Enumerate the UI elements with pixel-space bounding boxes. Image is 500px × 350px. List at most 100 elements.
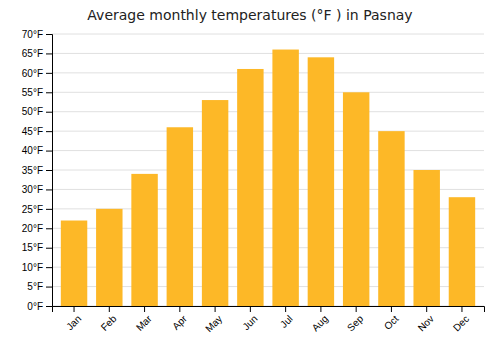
y-axis: 0°F 5°F 10°F 15°F 20°F 25°F 30°F 35°F 40°F 45°F 50… bbox=[22, 29, 53, 312]
tick-mark bbox=[109, 306, 110, 312]
tick: 60°F bbox=[22, 68, 52, 79]
tick-label: 35°F bbox=[22, 165, 43, 176]
tick-label: Aug bbox=[310, 313, 330, 333]
tick-label: 40°F bbox=[22, 145, 43, 156]
tick-label: Apr bbox=[170, 313, 189, 332]
bar bbox=[272, 50, 298, 306]
bar bbox=[96, 209, 122, 306]
tick-mark bbox=[320, 306, 321, 312]
tick: 35°F bbox=[22, 165, 52, 176]
tick-label: 10°F bbox=[22, 262, 43, 273]
tick: 45°F bbox=[22, 126, 52, 137]
tick: Jan bbox=[64, 306, 83, 332]
tick-label: Sep bbox=[345, 313, 366, 334]
tick: 50°F bbox=[22, 106, 52, 117]
tick: 65°F bbox=[22, 48, 52, 59]
tick: Apr bbox=[170, 306, 189, 332]
tick-mark bbox=[46, 112, 52, 113]
tick-mark bbox=[215, 306, 216, 312]
tick-label: Nov bbox=[416, 313, 436, 333]
tick-label: Mar bbox=[134, 313, 154, 333]
tick-mark bbox=[461, 306, 462, 312]
tick: Jun bbox=[240, 306, 259, 332]
tick: Dec bbox=[451, 306, 471, 333]
tick-mark bbox=[46, 287, 52, 288]
tick-mark bbox=[46, 151, 52, 152]
tick-mark bbox=[46, 267, 52, 268]
tick-label: 20°F bbox=[22, 223, 43, 234]
tick-label: 50°F bbox=[22, 106, 43, 117]
tick-label: Dec bbox=[451, 313, 471, 333]
grid-line bbox=[52, 53, 484, 54]
tick-label: Jan bbox=[64, 313, 83, 332]
tick-mark bbox=[74, 306, 75, 312]
x-axis: Jan Feb Mar Apr May Jun Jul Aug Sep Oct Nov Dec bbox=[53, 306, 485, 334]
tick: 25°F bbox=[22, 204, 52, 215]
axis-line bbox=[53, 307, 485, 313]
tick-label: 65°F bbox=[22, 48, 43, 59]
tick-label: Oct bbox=[382, 313, 401, 332]
tick-label: Feb bbox=[99, 313, 119, 333]
bar bbox=[449, 197, 475, 306]
chart: Average monthly temperatures (°F ) in Pa… bbox=[0, 0, 500, 350]
tick-label: 55°F bbox=[22, 87, 43, 98]
tick: 40°F bbox=[22, 145, 52, 156]
tick: May bbox=[203, 306, 224, 334]
tick-mark bbox=[46, 228, 52, 229]
tick: 15°F bbox=[22, 242, 52, 253]
tick-mark bbox=[356, 306, 357, 312]
tick: 55°F bbox=[22, 87, 52, 98]
bar bbox=[308, 57, 334, 306]
tick-mark bbox=[179, 306, 180, 312]
grid bbox=[52, 34, 484, 306]
tick-label: 25°F bbox=[22, 204, 43, 215]
tick: Aug bbox=[310, 306, 330, 333]
bar bbox=[237, 69, 263, 306]
plot: 0°F 5°F 10°F 15°F 20°F 25°F 30°F 35°F 40°F 45°F 50… bbox=[22, 29, 485, 335]
tick-mark bbox=[46, 306, 52, 307]
tick-mark bbox=[285, 306, 286, 312]
tick: Mar bbox=[134, 306, 154, 333]
grid-line bbox=[52, 131, 484, 132]
grid-line bbox=[52, 111, 484, 112]
bar bbox=[202, 100, 228, 306]
tick-mark bbox=[144, 306, 145, 312]
bar bbox=[167, 127, 193, 306]
tick: Oct bbox=[382, 306, 401, 332]
tick-mark bbox=[46, 248, 52, 249]
tick-mark bbox=[46, 92, 52, 93]
bars bbox=[61, 50, 475, 306]
tick: 10°F bbox=[22, 262, 52, 273]
tick-mark bbox=[46, 131, 52, 132]
tick-label: Jun bbox=[240, 313, 259, 332]
tick: 5°F bbox=[27, 281, 52, 292]
tick: Jul bbox=[278, 306, 295, 330]
tick-label: 15°F bbox=[22, 242, 43, 253]
tick: 20°F bbox=[22, 223, 52, 234]
tick-mark bbox=[391, 306, 392, 312]
tick: Sep bbox=[345, 306, 366, 333]
tick-mark bbox=[426, 306, 427, 312]
tick-label: Jul bbox=[278, 313, 295, 330]
tick-mark bbox=[46, 73, 52, 74]
axis-line bbox=[46, 35, 53, 307]
title: Average monthly temperatures (°F ) in Pa… bbox=[87, 7, 412, 23]
tick: 30°F bbox=[22, 184, 52, 195]
tick-label: 70°F bbox=[22, 29, 43, 40]
tick-mark bbox=[46, 34, 52, 35]
tick-label: 45°F bbox=[22, 126, 43, 137]
tick-label: 5°F bbox=[27, 281, 43, 292]
bar bbox=[61, 221, 87, 306]
tick-label: May bbox=[203, 313, 224, 334]
grid-line bbox=[52, 150, 484, 151]
grid-line bbox=[52, 72, 484, 73]
tick-mark bbox=[46, 189, 52, 190]
tick-mark bbox=[250, 306, 251, 312]
tick-label: 0°F bbox=[27, 301, 43, 312]
tick-mark bbox=[46, 170, 52, 171]
tick: Feb bbox=[99, 306, 119, 333]
tick-label: 30°F bbox=[22, 184, 43, 195]
bar bbox=[413, 170, 439, 306]
grid-line bbox=[52, 92, 484, 93]
tick-label: 60°F bbox=[22, 68, 43, 79]
